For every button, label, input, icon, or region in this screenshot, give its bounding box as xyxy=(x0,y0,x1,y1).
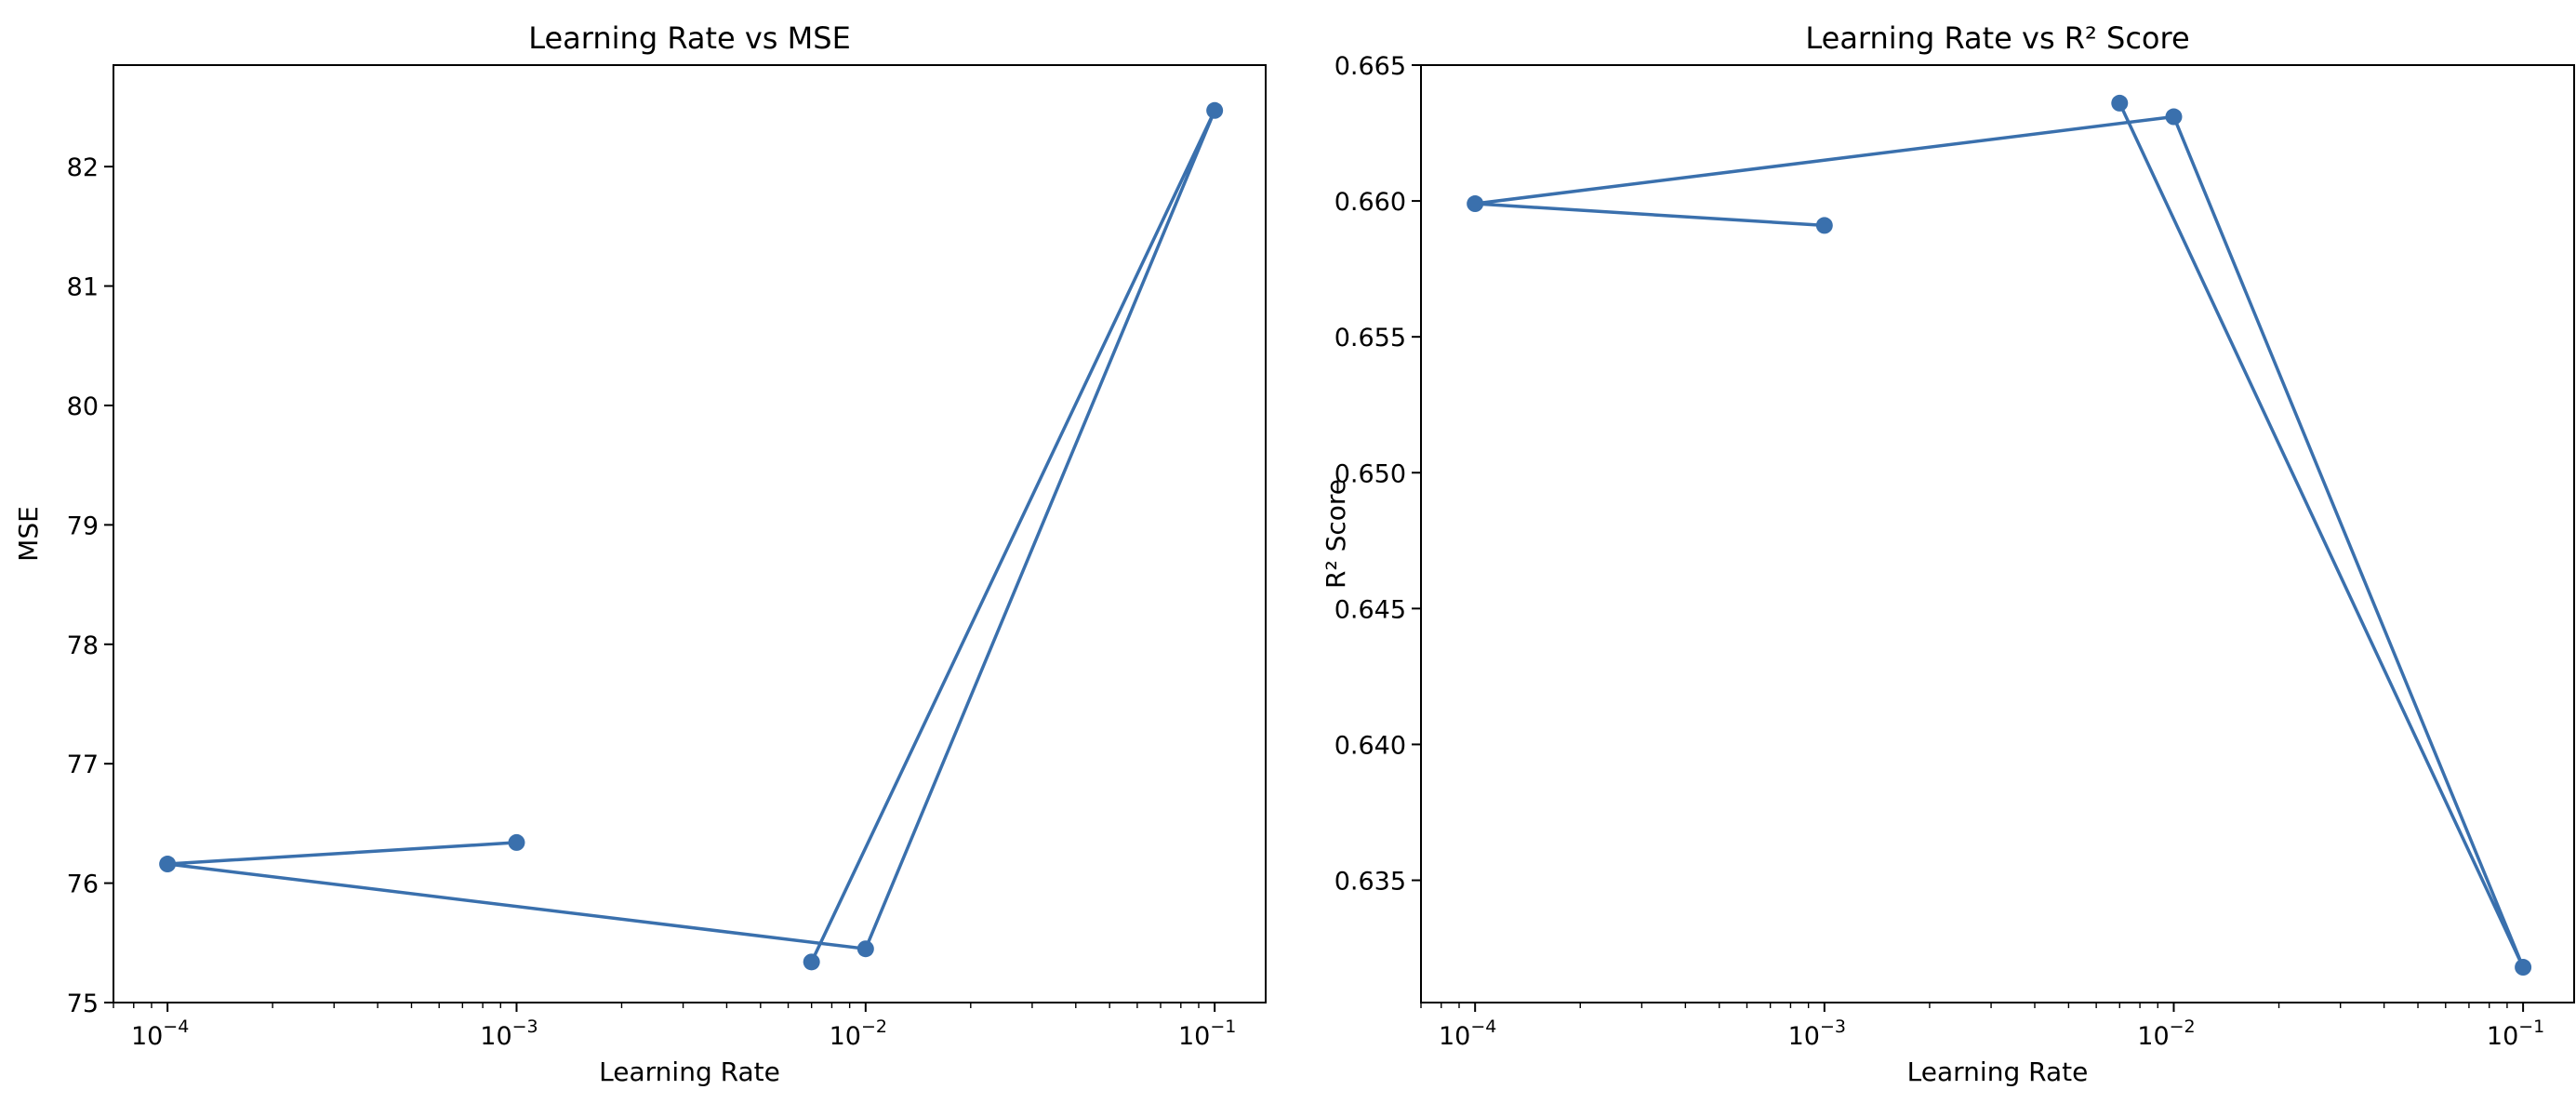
y-tick-label: 0.635 xyxy=(1334,868,1406,897)
data-point xyxy=(159,856,177,873)
y-tick-label: 79 xyxy=(67,512,99,540)
x-tick-label: 10−3 xyxy=(1788,1017,1846,1051)
y-axis-label: MSE xyxy=(13,506,44,562)
data-point xyxy=(856,940,874,958)
y-tick-label: 0.665 xyxy=(1334,52,1406,81)
series-line xyxy=(166,109,1216,963)
chart-title: Learning Rate vs MSE xyxy=(528,20,851,56)
y-tick-label: 0.645 xyxy=(1334,595,1406,624)
y-tick-label: 0.660 xyxy=(1334,188,1406,217)
data-point xyxy=(2111,94,2129,112)
y-tick-label: 75 xyxy=(67,990,99,1018)
data-point xyxy=(803,953,820,971)
chart-panel-2: Learning Rate vs R² Score Learning Rate R²… xyxy=(1321,20,2575,1087)
data-point xyxy=(1206,101,1224,119)
y-tick-label: 77 xyxy=(67,751,99,779)
series-line xyxy=(1473,102,2525,969)
x-axis-label: Learning Rate xyxy=(1907,1056,2089,1087)
x-tick-label: 10−1 xyxy=(2487,1017,2544,1051)
data-point xyxy=(2515,959,2532,977)
x-tick-label: 10−1 xyxy=(1178,1017,1236,1051)
y-tick-label: 0.640 xyxy=(1334,731,1406,760)
data-point xyxy=(2165,108,2183,126)
axes-frame xyxy=(1420,64,2575,1003)
y-tick-label: 78 xyxy=(67,631,99,660)
y-tick-label: 80 xyxy=(67,392,99,421)
x-tick-label: 10−4 xyxy=(131,1017,189,1051)
data-point xyxy=(1467,195,1484,213)
y-tick-label: 82 xyxy=(67,153,99,182)
y-tick-label: 0.650 xyxy=(1334,459,1406,488)
data-point xyxy=(508,833,525,851)
y-tick-label: 81 xyxy=(67,273,99,302)
x-axis-label: Learning Rate xyxy=(599,1056,780,1087)
axes-frame xyxy=(113,64,1267,1003)
chart-title: Learning Rate vs R² Score xyxy=(1805,20,2189,56)
x-tick-label: 10−2 xyxy=(2137,1017,2195,1051)
x-tick-label: 10−4 xyxy=(1439,1017,1496,1051)
x-tick-label: 10−2 xyxy=(830,1017,887,1051)
chart-panel-1: Learning Rate vs MSE Learning Rate MSE 75 76… xyxy=(13,20,1267,1087)
y-tick-label: 76 xyxy=(67,870,99,899)
y-axis-label: R² Score xyxy=(1321,479,1351,589)
y-tick-label: 0.655 xyxy=(1334,324,1406,352)
x-tick-label: 10−3 xyxy=(480,1017,538,1051)
data-point xyxy=(1815,217,1833,234)
